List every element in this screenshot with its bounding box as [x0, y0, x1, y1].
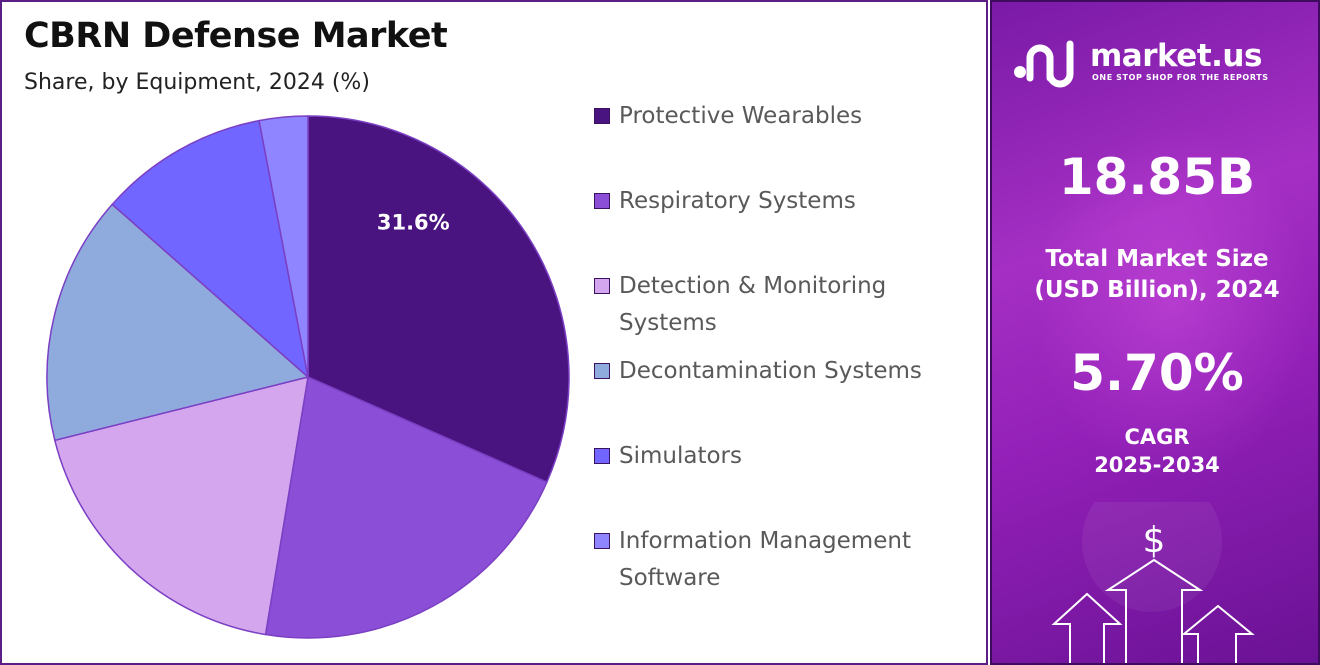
legend-swatch [594, 363, 610, 379]
dollar-icon: $ [1143, 520, 1166, 561]
legend-label: Detection & Monitoring Systems [619, 273, 887, 336]
legend-item: Simulators [594, 442, 974, 475]
legend-item: Protective Wearables [594, 102, 974, 135]
legend-label: Protective Wearables [619, 103, 863, 129]
market-us-logo-icon [1014, 40, 1074, 88]
legend-swatch [594, 448, 610, 464]
legend-label: Respiratory Systems [619, 188, 856, 214]
summary-sidebar: market.us ONE STOP SHOP FOR THE REPORTS … [990, 0, 1320, 665]
legend-item: Information Management Software [594, 527, 974, 597]
legend-item: Decontamination Systems [594, 357, 974, 390]
pie-slice-2 [264, 375, 548, 639]
legend-swatch [594, 193, 610, 209]
cagr-caption-line1: CAGR [1124, 425, 1190, 449]
pie-data-label-1: 31.6% [377, 211, 450, 235]
legend-item: Respiratory Systems [594, 187, 974, 220]
brand-tagline: ONE STOP SHOP FOR THE REPORTS [1092, 73, 1269, 82]
legend-item: Detection & Monitoring Systems [594, 272, 974, 342]
cagr-caption-line2: 2025-2034 [1094, 453, 1220, 477]
chart-title: CBRN Defense Market [24, 16, 448, 56]
chart-legend: Protective Wearables Respiratory Systems D… [594, 2, 974, 665]
chart-panel: CBRN Defense Market Share, by Equipment,… [0, 0, 988, 665]
market-size-value: 18.85B [1058, 148, 1256, 206]
legend-swatch [594, 278, 610, 294]
legend-swatch [594, 108, 610, 124]
legend-label: Information Management Software [619, 528, 911, 591]
pie-slice-1 [307, 115, 570, 484]
brand-name: market.us [1090, 38, 1262, 74]
cagr-value: 5.70% [1070, 344, 1244, 402]
market-size-caption-line1: Total Market Size [1045, 246, 1269, 272]
pie-slice-5 [111, 119, 310, 380]
chart-subtitle: Share, by Equipment, 2024 (%) [24, 70, 370, 95]
legend-label: Decontamination Systems [619, 358, 922, 384]
growth-arrows-decoration: $ [1051, 502, 1255, 663]
pie-slice-4 [46, 203, 310, 442]
pie-chart: 31.6% [46, 115, 570, 639]
pie-slice-3 [53, 375, 309, 636]
brand-logo: market.us ONE STOP SHOP FOR THE REPORTS [1010, 36, 1310, 96]
legend-label: Simulators [619, 443, 742, 469]
pie-slice-6 [258, 115, 309, 378]
legend-swatch [594, 533, 610, 549]
market-size-caption-line2: (USD Billion), 2024 [1034, 277, 1280, 303]
